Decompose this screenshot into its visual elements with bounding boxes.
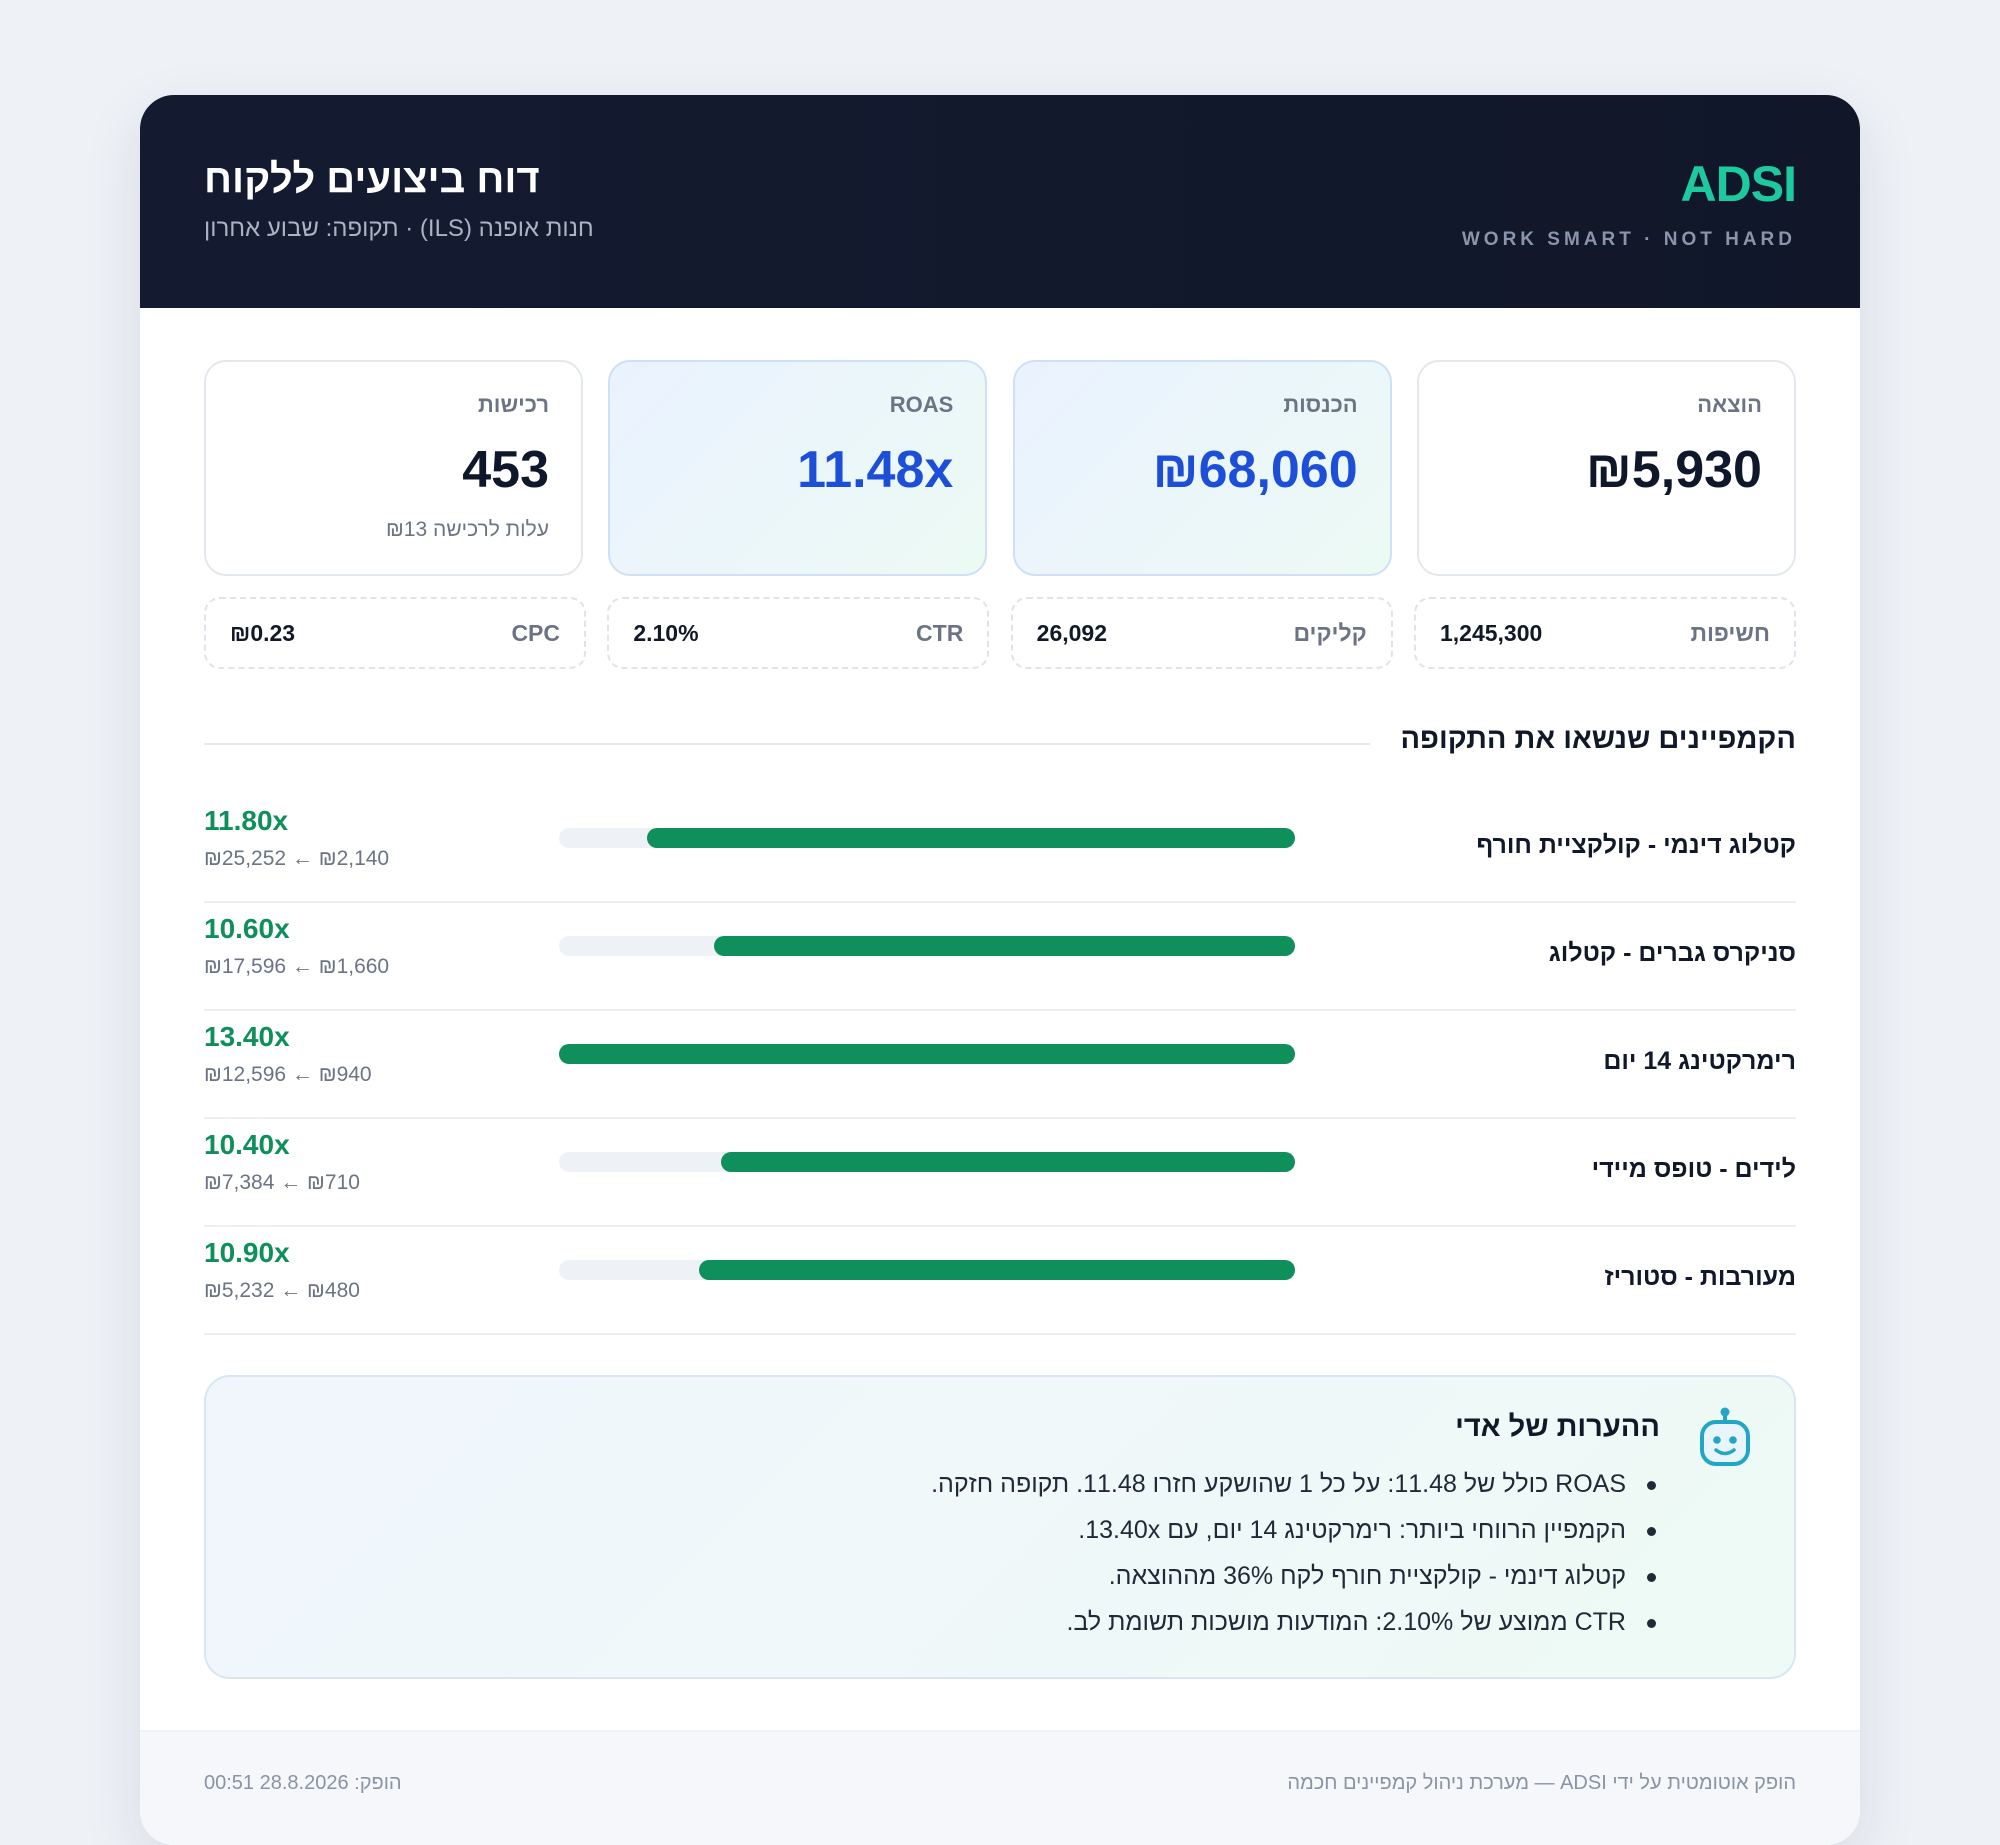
robot-icon [1700,1407,1750,1466]
metric-label: CPC [511,619,560,646]
metric-label: חשיפות [1690,619,1770,646]
kpi-label: ROAS [889,392,954,417]
campaign-row: לידים - טופס מיידי 10.40x ₪7,384 ← ₪710 [204,1119,1796,1227]
metric-value: 2.10% [633,619,699,646]
campaign-name: קטלוג דינמי - קולקציית חורף [1476,831,1796,859]
campaign-name: מעורבות - סטוריז [1604,1263,1796,1291]
note-item: CTR ממוצע של 2.10%: המודעות מושכות תשומת… [931,1599,1660,1645]
report-subtitle: חנות אופנה (ILS) · תקופה: שבוע אחרון [204,215,594,242]
campaign-revenue-spend: ₪7,384 ← ₪710 [204,1171,360,1194]
metric-label: קליקים [1293,619,1367,646]
kpi-value: 453 [462,441,549,499]
metric-value: 26,092 [1036,619,1108,646]
notes-title: ההערות של אדי [1455,1411,1660,1443]
campaign-bar-fill [720,1152,1295,1172]
campaign-row: סניקרס גברים - קטלוג 10.60x ₪17,596 ← ₪1… [204,903,1796,1011]
metric-clicks: קליקים 26,092 [1010,597,1393,669]
report-title: דוח ביצועים ללקוח [204,157,540,201]
notes-panel: ההערות של אדי ROAS כולל של 11.48: על כל … [204,1375,1796,1679]
campaign-roas: 10.90x [204,1237,290,1268]
notes-list: ROAS כולל של 11.48: על כל 1 שהושקע חזרו … [931,1461,1660,1645]
kpi-card-spend: הוצאה ₪5,930 [1416,360,1796,576]
campaign-row: רימרקטינג 14 יום 13.40x ₪12,596 ← ₪940 [204,1011,1796,1119]
campaign-row: קטלוג דינמי - קולקציית חורף 11.80x ₪25,2… [204,795,1796,903]
campaign-bar-track [559,1260,1295,1280]
footer-timestamp: הופק: 28.8.2026 00:51 [204,1772,402,1794]
campaign-row: מעורבות - סטוריז 10.90x ₪5,232 ← ₪480 [204,1227,1796,1335]
campaign-bar-track [559,936,1295,956]
metric-impressions: חשיפות 1,245,300 [1413,597,1796,669]
campaign-bar-track [559,1044,1295,1064]
campaigns-section-title: הקמפיינים שנשאו את התקופה [1400,723,1796,755]
kpi-label: הוצאה [1697,392,1762,417]
metric-value: 1,245,300 [1439,619,1543,646]
campaign-revenue-spend: ₪5,232 ← ₪480 [204,1279,360,1302]
report-header: דוח ביצועים ללקוח חנות אופנה (ILS) · תקו… [140,95,1860,308]
campaign-name: לידים - טופס מיידי [1591,1155,1796,1183]
kpi-label: רכישות [478,392,549,417]
kpi-row: הוצאה ₪5,930 הכנסות ₪68,060 ROAS 11.48x … [204,360,1796,576]
metrics-row: חשיפות 1,245,300 קליקים 26,092 CTR 2.10%… [204,597,1796,669]
campaign-name: רימרקטינג 14 יום [1603,1047,1796,1075]
brand-tagline: WORK SMART · NOT HARD [1461,229,1796,250]
campaign-bar-track [559,828,1295,848]
campaign-bar-fill [647,828,1295,848]
metric-cpc: CPC ₪0.23 [204,597,586,669]
campaign-revenue-spend: ₪12,596 ← ₪940 [204,1063,372,1086]
campaign-bar-fill [698,1260,1295,1280]
kpi-card-purchases: רכישות 453 עלות לרכישה ₪13 [204,360,583,576]
kpi-label: הכנסות [1283,392,1358,417]
campaign-bar-fill [559,1044,1295,1064]
campaign-roas: 10.40x [204,1129,290,1160]
campaign-revenue-spend: ₪25,252 ← ₪2,140 [204,847,390,870]
section-divider [204,743,1370,745]
campaign-roas: 11.80x [204,805,289,836]
campaign-roas: 13.40x [204,1021,290,1052]
note-item: הקמפיין הרווחי ביותר: רימרקטינג 14 יום, … [931,1507,1660,1553]
metric-ctr: CTR 2.10% [607,597,990,669]
campaign-bar-fill [713,936,1295,956]
kpi-card-revenue: הכנסות ₪68,060 [1012,360,1392,576]
footer-credit: הופק אוטומטית על ידי ADSI — מערכת ניהול … [1287,1772,1796,1794]
campaign-name: סניקרס גברים - קטלוג [1548,939,1796,967]
campaigns-list: קטלוג דינמי - קולקציית חורף 11.80x ₪25,2… [204,795,1796,1335]
kpi-value: ₪5,930 [1585,441,1762,499]
kpi-value: 11.48x [797,441,954,499]
campaign-roas: 10.60x [204,913,290,944]
metric-value: ₪0.23 [230,619,296,646]
report-footer: הופק אוטומטית על ידי ADSI — מערכת ניהול … [140,1730,1860,1845]
kpi-note: עלות לרכישה ₪13 [385,518,549,541]
campaign-bar-track [559,1152,1295,1172]
metric-label: CTR [916,619,964,646]
brand-logo: ADSI [1680,156,1797,212]
kpi-card-roas: ROAS 11.48x [608,360,988,576]
campaign-revenue-spend: ₪17,596 ← ₪1,660 [204,955,390,978]
kpi-value: ₪68,060 [1152,441,1358,499]
note-item: ROAS כולל של 11.48: על כל 1 שהושקע חזרו … [931,1461,1660,1507]
brand-block: ADSI WORK SMART · NOT HARD [1461,155,1797,251]
note-item: קטלוג דינמי - קולקציית חורף לקח 36% מההו… [931,1553,1660,1599]
report-card: דוח ביצועים ללקוח חנות אופנה (ILS) · תקו… [140,95,1860,1845]
